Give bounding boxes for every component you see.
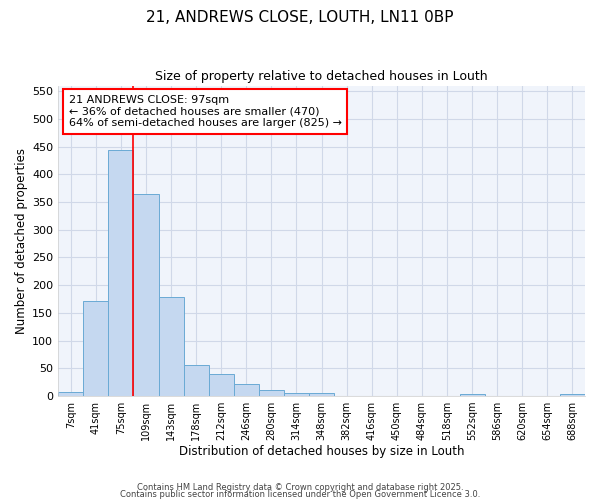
Text: 21 ANDREWS CLOSE: 97sqm
← 36% of detached houses are smaller (470)
64% of semi-d: 21 ANDREWS CLOSE: 97sqm ← 36% of detache… [68, 95, 341, 128]
Bar [209, 374, 234, 396]
Bar [58, 392, 83, 396]
Bar [109, 150, 133, 396]
Bar [234, 384, 259, 396]
Bar [83, 300, 109, 396]
Bar [460, 394, 485, 396]
Y-axis label: Number of detached properties: Number of detached properties [15, 148, 28, 334]
X-axis label: Distribution of detached houses by size in Louth: Distribution of detached houses by size … [179, 444, 464, 458]
Text: 21, ANDREWS CLOSE, LOUTH, LN11 0BP: 21, ANDREWS CLOSE, LOUTH, LN11 0BP [146, 10, 454, 25]
Bar [560, 394, 585, 396]
Bar [259, 390, 284, 396]
Title: Size of property relative to detached houses in Louth: Size of property relative to detached ho… [155, 70, 488, 83]
Text: Contains public sector information licensed under the Open Government Licence 3.: Contains public sector information licen… [120, 490, 480, 499]
Bar [184, 366, 209, 396]
Bar [284, 392, 309, 396]
Text: Contains HM Land Registry data © Crown copyright and database right 2025.: Contains HM Land Registry data © Crown c… [137, 484, 463, 492]
Bar [133, 194, 158, 396]
Bar [309, 393, 334, 396]
Bar [158, 298, 184, 396]
